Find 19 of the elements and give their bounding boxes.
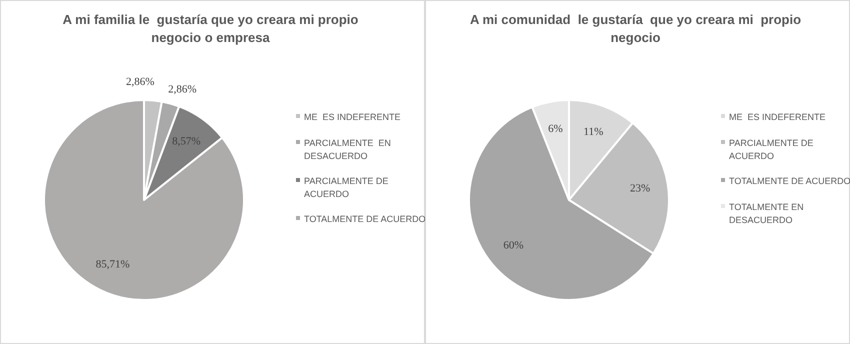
data-label: 23% [630,182,650,194]
legend-label: PARCIALMENTE DE ACUERDO [304,176,388,199]
data-label: 6% [548,122,563,135]
legend-label: TOTALMENTE DE ACUERDO [304,214,426,224]
data-label: 2,86% [168,84,197,96]
legend-label: TOTALMENTE DE ACUERDO [729,176,850,186]
data-label: 8,57% [172,135,201,148]
legend-label: ME ES INDEFERENTE [304,112,401,122]
data-label: 2,86% [126,76,154,88]
legend-label: TOTALMENTE EN DESACUERDO [729,202,804,225]
legend-label: PARCIALMENTE DE ACUERDO [729,138,814,161]
data-label: 85,71% [96,258,130,270]
pie-slice [43,99,245,301]
chart-title: A mi familia le gustaría que yo creara mi propio negocio o empresa [62,12,358,45]
legend-label: PARCIALMENTE EN DESACUERDO [304,138,391,161]
chart-title: A mi comunidad le gustaría que yo creara mi propio negocio [470,12,802,45]
legend-label: ME ES INDEFERENTE [729,112,826,122]
data-label: 11% [584,126,604,138]
data-label: 60% [503,239,524,252]
